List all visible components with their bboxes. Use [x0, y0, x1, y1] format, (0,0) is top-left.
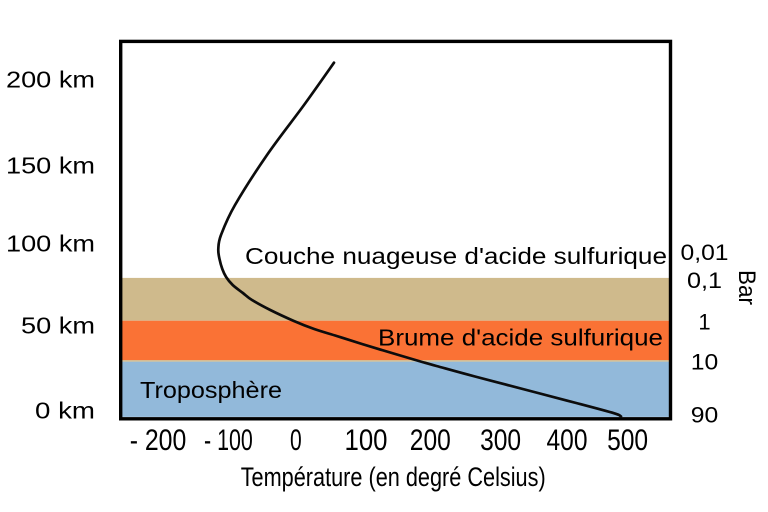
svg-text:100 km: 100 km — [6, 230, 95, 256]
svg-text:200: 200 — [410, 424, 451, 457]
svg-text:10: 10 — [691, 350, 719, 375]
svg-text:0 km: 0 km — [35, 397, 95, 423]
svg-text:- 100: - 100 — [204, 424, 253, 457]
svg-text:0: 0 — [290, 424, 302, 457]
svg-text:Température (en degré Celsius): Température (en degré Celsius) — [241, 462, 546, 492]
svg-text:90: 90 — [691, 403, 719, 428]
svg-text:300: 300 — [480, 424, 521, 457]
svg-text:100: 100 — [345, 424, 388, 457]
svg-text:400: 400 — [547, 424, 588, 457]
svg-text:0,01: 0,01 — [681, 240, 729, 265]
svg-text:150 km: 150 km — [6, 152, 95, 178]
svg-text:Couche nuageuse d'acide sulfur: Couche nuageuse d'acide sulfurique — [245, 243, 667, 269]
svg-text:Brume d'acide sulfurique: Brume d'acide sulfurique — [378, 325, 663, 351]
svg-text:- 200: - 200 — [130, 424, 187, 457]
svg-text:50 km: 50 km — [21, 312, 95, 338]
svg-text:200 km: 200 km — [6, 66, 95, 92]
svg-text:Troposphère: Troposphère — [140, 377, 282, 403]
svg-text:500: 500 — [607, 424, 648, 457]
svg-text:Bar: Bar — [733, 270, 760, 305]
svg-text:0,1: 0,1 — [687, 268, 722, 293]
svg-text:1: 1 — [698, 310, 710, 335]
